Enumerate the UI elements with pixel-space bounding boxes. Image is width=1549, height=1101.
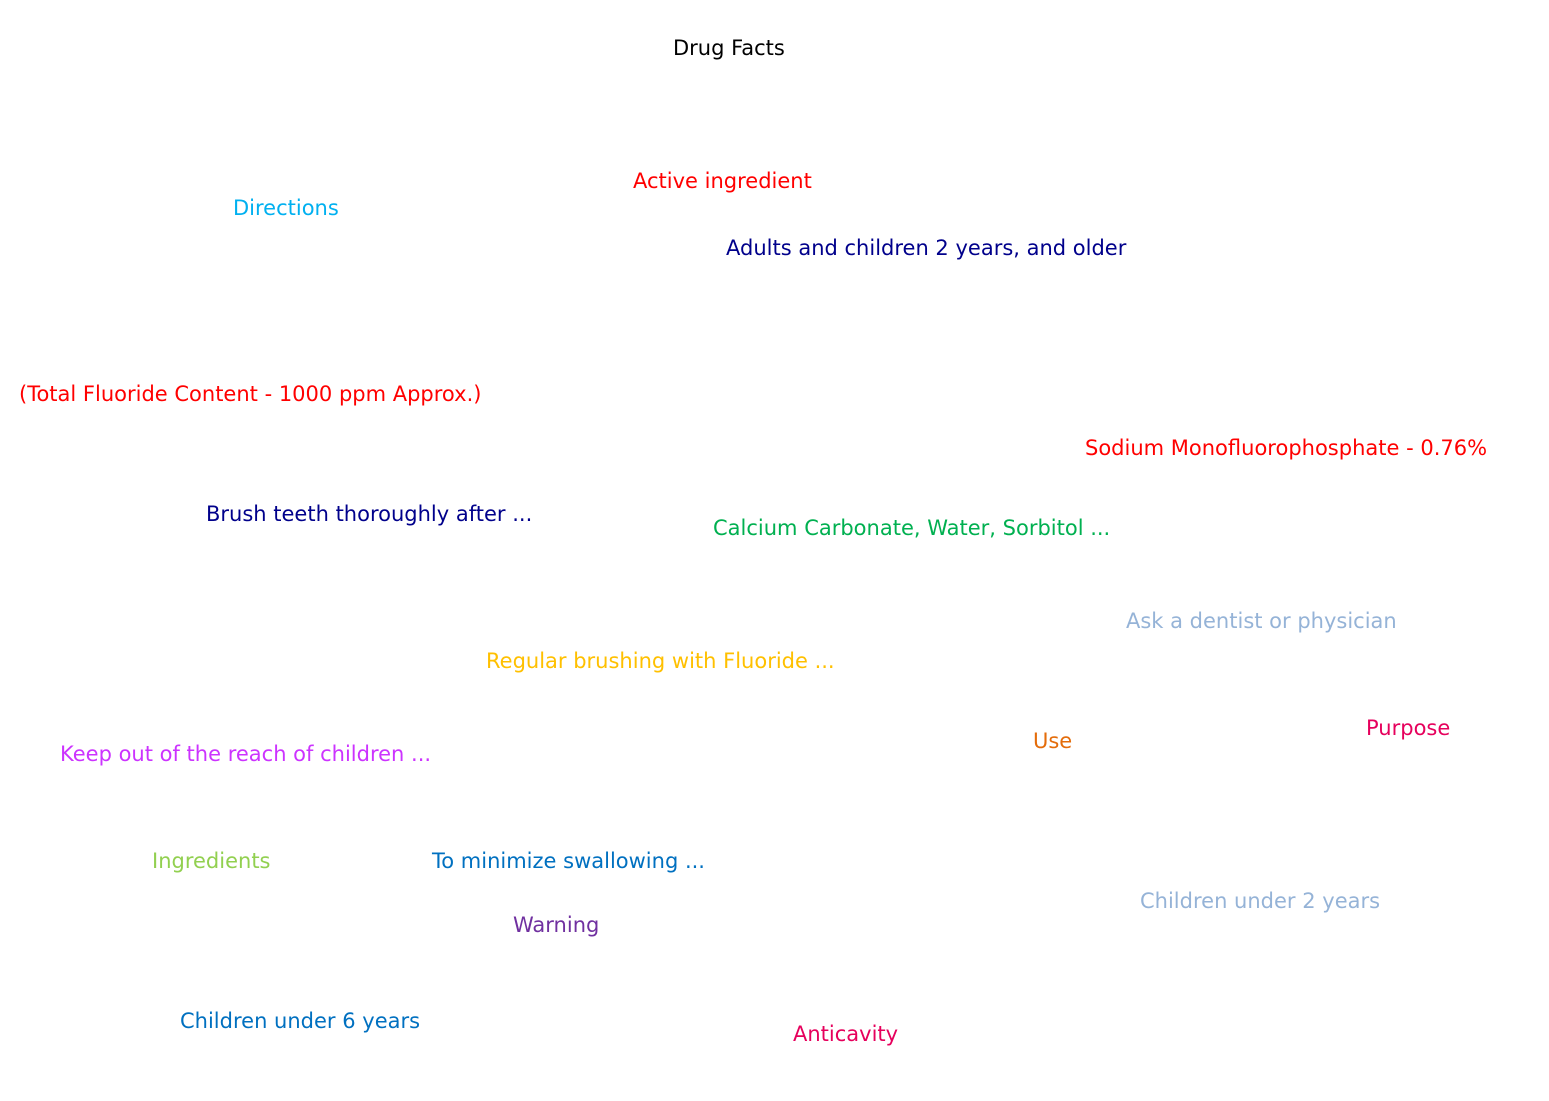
page-title: Drug Facts — [673, 36, 785, 60]
label-brush-teeth: Brush teeth thoroughly after ... — [206, 502, 533, 526]
label-anticavity: Anticavity — [793, 1022, 899, 1046]
label-purpose: Purpose — [1366, 716, 1451, 740]
label-regular-brushing: Regular brushing with Fluoride ... — [486, 649, 835, 673]
label-children-under-6: Children under 6 years — [180, 1009, 421, 1033]
label-children-under-2: Children under 2 years — [1140, 889, 1381, 913]
label-minimize-swallowing: To minimize swallowing ... — [432, 849, 705, 873]
label-adults-children: Adults and children 2 years, and older — [726, 236, 1127, 260]
label-directions: Directions — [233, 196, 339, 220]
label-calcium-carbonate: Calcium Carbonate, Water, Sorbitol ... — [713, 516, 1111, 540]
label-active-ingredient: Active ingredient — [633, 169, 812, 193]
label-warning: Warning — [513, 913, 600, 937]
label-keep-out-of-reach: Keep out of the reach of children ... — [60, 742, 432, 766]
label-ingredients: Ingredients — [152, 849, 271, 873]
label-use: Use — [1033, 729, 1073, 753]
label-sodium-monofluorophosphate: Sodium Monofluorophosphate - 0.76% — [1085, 436, 1488, 460]
label-ask-dentist: Ask a dentist or physician — [1126, 609, 1397, 633]
label-total-fluoride: (Total Fluoride Content - 1000 ppm Appro… — [19, 382, 482, 406]
